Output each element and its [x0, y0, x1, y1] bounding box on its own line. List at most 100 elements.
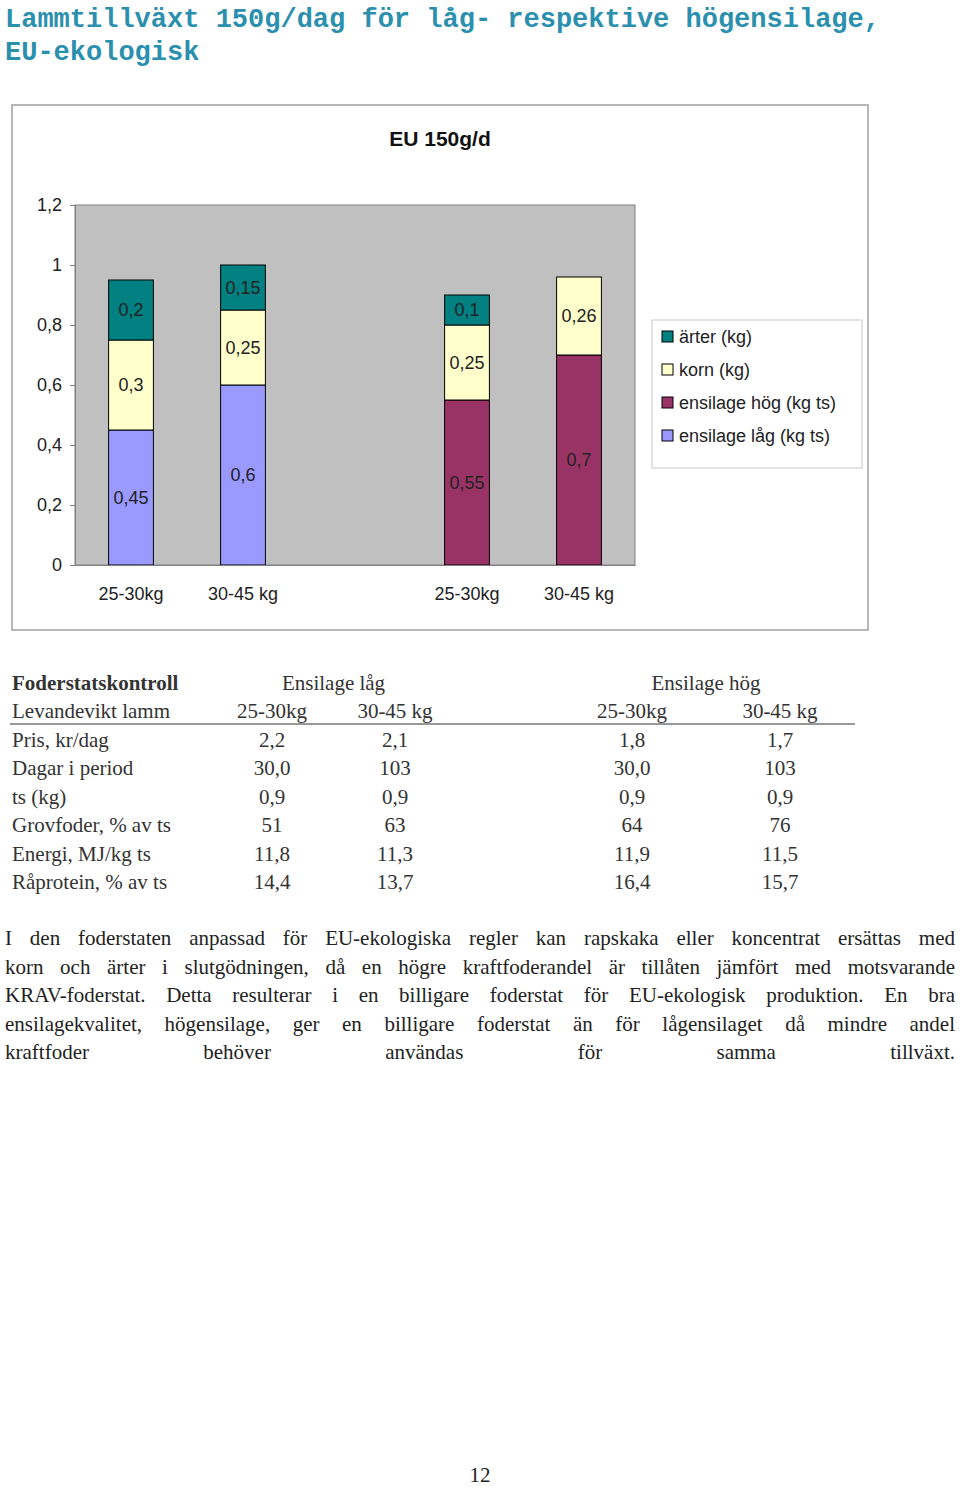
table-cell: 51: [262, 813, 283, 837]
y-tick: 0: [52, 555, 75, 575]
plot-area: [75, 205, 635, 565]
x-tick: 30-45 kg: [544, 565, 614, 604]
table-cell: 76: [770, 813, 791, 837]
y-tick-label: 0,2: [37, 495, 62, 515]
bar-segment: [109, 430, 154, 565]
table-cell: 11,3: [377, 842, 413, 866]
table-cell: 2,2: [259, 728, 285, 752]
bar-segment: [557, 355, 602, 565]
y-axis: 0 0,2 0,4 0,6 0,8 1 1,2: [37, 195, 76, 575]
table-cell: 0,9: [767, 785, 793, 809]
legend-label: ensilage hög (kg ts): [679, 393, 836, 413]
heading-line: EU-ekologisk: [5, 37, 880, 70]
bar-segment: [445, 400, 490, 565]
table-cell: 103: [764, 756, 796, 780]
y-tick-mark: [70, 565, 75, 566]
table-cell: 103: [379, 756, 411, 780]
bar-segment: [445, 325, 490, 400]
x-tick: 25-30kg: [98, 565, 163, 604]
table-header: 25-30kg: [237, 699, 307, 723]
table-cell: 1,7: [767, 728, 793, 752]
data-label: 0,6: [230, 465, 255, 485]
table-cell: 64: [622, 813, 644, 837]
bar-segment: [221, 310, 266, 385]
y-tick-mark: [70, 205, 75, 206]
bar-segment: [109, 280, 154, 340]
data-label: 0,7: [566, 450, 591, 470]
data-labels: 0,450,60,550,70,30,250,250,260,20,150,1: [113, 278, 596, 508]
table-cell: 11,8: [254, 842, 290, 866]
paragraph-line: KRAV-foderstat. Detta resulterar i en bi…: [5, 981, 955, 1010]
legend-swatch: [662, 430, 673, 441]
table-cell: 11,5: [762, 842, 798, 866]
data-label: 0,55: [449, 473, 484, 493]
table-cell: Grovfoder, % av ts: [12, 813, 171, 837]
bar-segment: [109, 340, 154, 430]
table: FoderstatskontrollEnsilage lågEnsilage h…: [0, 650, 960, 910]
y-tick-label: 1: [52, 255, 62, 275]
y-tick: 1: [52, 255, 75, 275]
x-axis: 25-30kg 30-45 kg 25-30kg 30-45 kg: [76, 565, 636, 604]
bars: [109, 265, 602, 565]
y-tick: 0,8: [37, 315, 75, 335]
legend-label: korn (kg): [679, 360, 750, 380]
bar-segment: [445, 295, 490, 325]
y-tick-label: 1,2: [37, 195, 62, 215]
data-label: 0,3: [118, 375, 143, 395]
legend-label: ensilage låg (kg ts): [679, 426, 830, 446]
table-cell: 15,7: [762, 870, 799, 894]
table-header: 30-45 kg: [357, 699, 433, 723]
table-cell: Dagar i period: [12, 756, 134, 780]
chart-title: EU 150g/d: [389, 127, 491, 150]
chart-frame: [12, 105, 868, 630]
table-cell: 11,9: [614, 842, 650, 866]
y-tick: 0,2: [37, 495, 75, 515]
x-tick: 30-45 kg: [208, 565, 278, 604]
table-cell: 14,4: [254, 870, 291, 894]
table-cell: 30,0: [254, 756, 291, 780]
x-tick-label: 30-45 kg: [208, 584, 278, 604]
paragraph-line: kraftfoder behöver användas för samma ti…: [5, 1038, 955, 1067]
x-axis-line: [76, 565, 636, 566]
y-tick-mark: [70, 325, 75, 326]
table-cell: 63: [385, 813, 406, 837]
y-tick-label: 0: [52, 555, 62, 575]
paragraph-line: I den foderstaten anpassad för EU-ekolog…: [5, 924, 955, 953]
y-tick: 0,6: [37, 375, 75, 395]
legend: ärter (kg)korn (kg)ensilage hög (kg ts)e…: [652, 320, 862, 468]
table-cell: 13,7: [377, 870, 414, 894]
legend-swatch: [662, 331, 673, 342]
table-cell: Råprotein, % av ts: [12, 870, 167, 894]
heading-line: Lammtillväxt 150g/dag för låg- respektiv…: [5, 4, 880, 37]
y-axis-line: [70, 206, 76, 566]
bar-segment: [557, 277, 602, 355]
x-tick-label: 30-45 kg: [544, 584, 614, 604]
table-cell: Pris, kr/dag: [12, 728, 109, 752]
x-tick-label: 25-30kg: [434, 584, 499, 604]
x-tick: 25-30kg: [434, 565, 499, 604]
table-cell: 0,9: [259, 785, 285, 809]
table-cell: 1,8: [619, 728, 645, 752]
y-tick-label: 0,6: [37, 375, 62, 395]
table-header: Levandevikt lamm: [12, 699, 170, 723]
paragraph: I den foderstaten anpassad för EU-ekolog…: [5, 924, 955, 1067]
table-cell: 16,4: [614, 870, 651, 894]
y-tick: 0,4: [37, 435, 75, 455]
y-tick-label: 0,4: [37, 435, 62, 455]
table-cell: 0,9: [619, 785, 645, 809]
chart: EU 150g/d 0 0,2 0,4 0,6 0,8 1 1,2 25-30kg 30-45 k…: [0, 0, 960, 650]
table-cell: 0,9: [382, 785, 408, 809]
legend-swatch: [662, 364, 673, 375]
table-header: 25-30kg: [597, 699, 667, 723]
paragraph-line: ensilagekvalitet, högensilage, ger en bi…: [5, 1010, 955, 1039]
bar-segment: [221, 385, 266, 565]
table-header: 30-45 kg: [742, 699, 818, 723]
bar-segment: [221, 265, 266, 310]
data-label: 0,2: [118, 300, 143, 320]
table-cell: 30,0: [614, 756, 651, 780]
y-tick-label: 0,8: [37, 315, 62, 335]
table-group: Ensilage hög: [651, 671, 761, 695]
paragraph-line: korn och ärter i slutgödningen, då en hö…: [5, 953, 955, 982]
data-label: 0,25: [225, 338, 260, 358]
table-cell: ts (kg): [12, 785, 66, 809]
